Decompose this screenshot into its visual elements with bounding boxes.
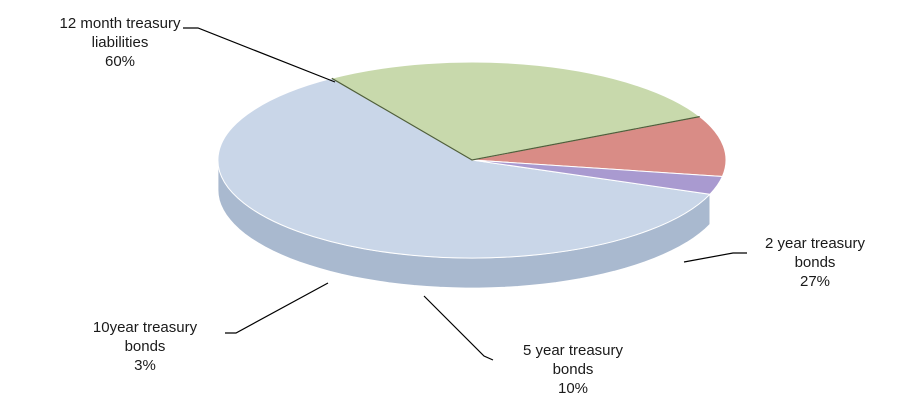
pie-top-layer xyxy=(217,61,727,259)
label-5-year-treasury: 5 year treasury bonds 10% xyxy=(493,341,653,398)
leader-2-year xyxy=(683,252,747,263)
label-10-year-line1: 10year treasury xyxy=(92,319,198,336)
slice-10-year-top xyxy=(471,159,724,195)
leader-12-month xyxy=(183,27,336,83)
label-12-month-line2: liabilities xyxy=(91,34,149,51)
label-2-year-treasury: 2 year treasury bonds 27% xyxy=(740,234,890,291)
slice-2-year-top xyxy=(330,61,701,161)
leader-lines xyxy=(183,27,747,361)
label-10-year-line2: bonds xyxy=(124,338,166,355)
label-5-year-line2: bonds xyxy=(552,361,594,378)
label-2-year-line2: bonds xyxy=(794,254,836,271)
label-2-year-value: 27% xyxy=(799,273,831,290)
label-2-year-line1: 2 year treasury xyxy=(764,235,866,252)
label-10-year-value: 3% xyxy=(134,357,156,374)
label-12-month-line1: 12 month treasury xyxy=(59,15,181,32)
slice-2-year-edge xyxy=(331,77,700,161)
slice-5-year-top xyxy=(471,116,727,178)
label-12-month-treasury: 12 month treasury liabilities 60% xyxy=(20,14,220,71)
slice-12-month-top xyxy=(217,77,711,259)
leader-10-year xyxy=(225,282,329,334)
label-5-year-value: 10% xyxy=(557,380,589,397)
label-12-month-value: 60% xyxy=(104,53,136,70)
label-5-year-line1: 5 year treasury xyxy=(522,342,624,359)
label-10-year-treasury: 10year treasury bonds 3% xyxy=(65,318,225,375)
leader-5-year xyxy=(423,295,494,361)
